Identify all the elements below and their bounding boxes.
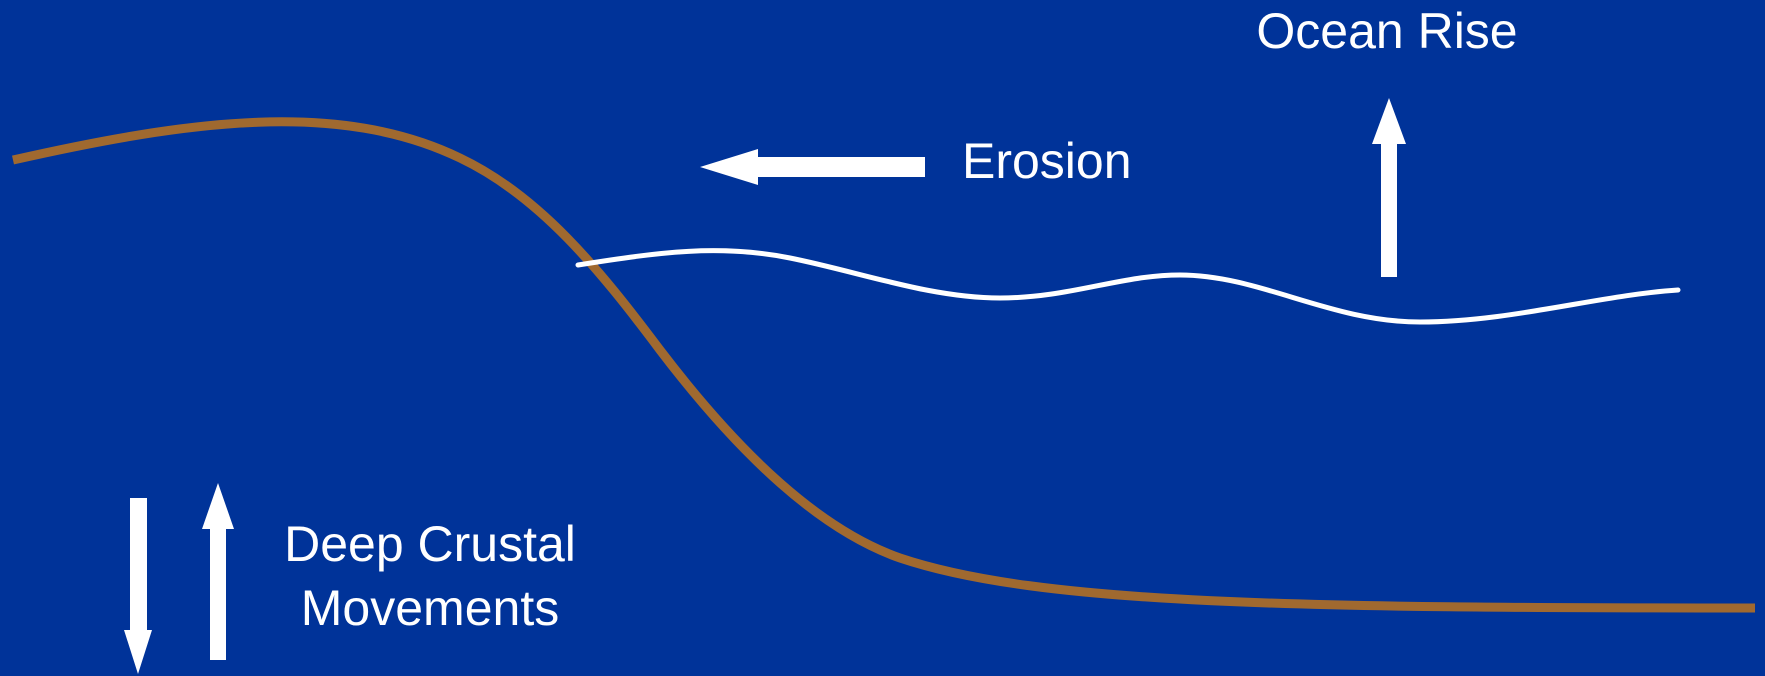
sea-surface-curve — [575, 248, 1681, 325]
deep-crustal-label-line1: Deep Crustal — [284, 516, 576, 572]
crustal-down-arrow — [124, 498, 152, 674]
deep-crustal-label-line2: Movements — [301, 580, 559, 636]
land-surface-curve — [12, 117, 1756, 613]
arrow-up-icon — [1372, 98, 1406, 277]
arrow-down-icon — [124, 498, 152, 674]
erosion-arrow — [700, 149, 925, 185]
ocean-rise-label: Ocean Rise — [1256, 3, 1517, 59]
arrow-left-icon — [700, 149, 925, 185]
arrow-up-icon — [202, 483, 234, 660]
erosion-label: Erosion — [962, 133, 1132, 189]
crustal-up-arrow — [202, 483, 234, 660]
ocean-rise-arrow — [1372, 98, 1406, 277]
